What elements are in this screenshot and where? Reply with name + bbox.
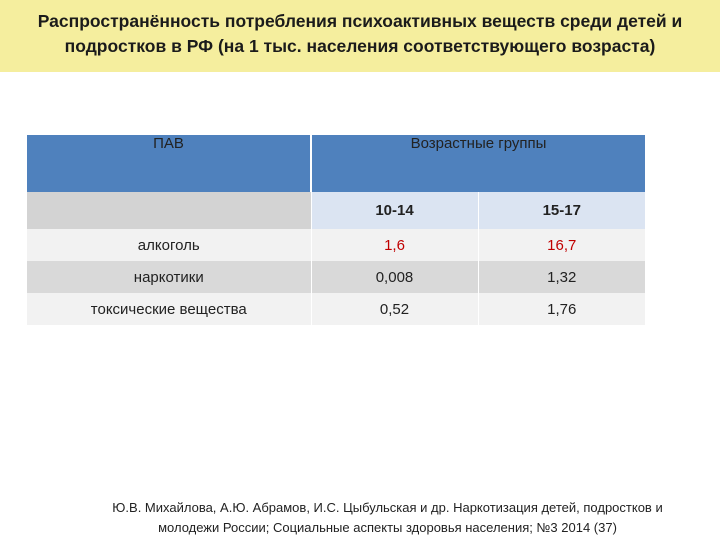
table-header-row: ПАВ Возрастные группы bbox=[27, 135, 645, 192]
table-row: алкоголь 1,6 16,7 bbox=[27, 229, 645, 261]
age-group-10-14: 10-14 bbox=[311, 192, 479, 229]
page-title-line-1: Распространённость потребления психоакти… bbox=[37, 11, 683, 31]
age-group-15-17: 15-17 bbox=[478, 192, 645, 229]
substance-cell: токсические вещества bbox=[27, 293, 312, 325]
value-cell-15-17: 16,7 bbox=[478, 229, 645, 261]
footnote-line-2: молодежи России; Социальные аспекты здор… bbox=[158, 520, 617, 535]
value-cell-15-17: 1,76 bbox=[478, 293, 645, 325]
source-footnote: Ю.В. Михайлова, А.Ю. Абрамов, И.С. Цыбул… bbox=[60, 498, 715, 538]
header-pav: ПАВ bbox=[27, 135, 312, 192]
table-subheader-row: 10-14 15-17 bbox=[27, 192, 645, 229]
table-row: наркотики 0,008 1,32 bbox=[27, 261, 645, 293]
footnote-line-1: Ю.В. Михайлова, А.Ю. Абрамов, И.С. Цыбул… bbox=[112, 500, 663, 515]
title-banner: Распространённость потребления психоакти… bbox=[0, 0, 720, 72]
prevalence-table: ПАВ Возрастные группы 10-14 15-17 алкого… bbox=[27, 135, 645, 325]
substance-cell: наркотики bbox=[27, 261, 312, 293]
header-age-groups: Возрастные группы bbox=[311, 135, 645, 192]
table-row: токсические вещества 0,52 1,76 bbox=[27, 293, 645, 325]
page-title-line-2: подростков в РФ (на 1 тыс. населения соо… bbox=[64, 36, 656, 56]
value-cell-15-17: 1,32 bbox=[478, 261, 645, 293]
value-cell-10-14: 0,52 bbox=[311, 293, 479, 325]
subheader-empty-cell bbox=[27, 192, 312, 229]
value-cell-10-14: 1,6 bbox=[311, 229, 479, 261]
value-cell-10-14: 0,008 bbox=[311, 261, 479, 293]
substance-cell: алкоголь bbox=[27, 229, 312, 261]
